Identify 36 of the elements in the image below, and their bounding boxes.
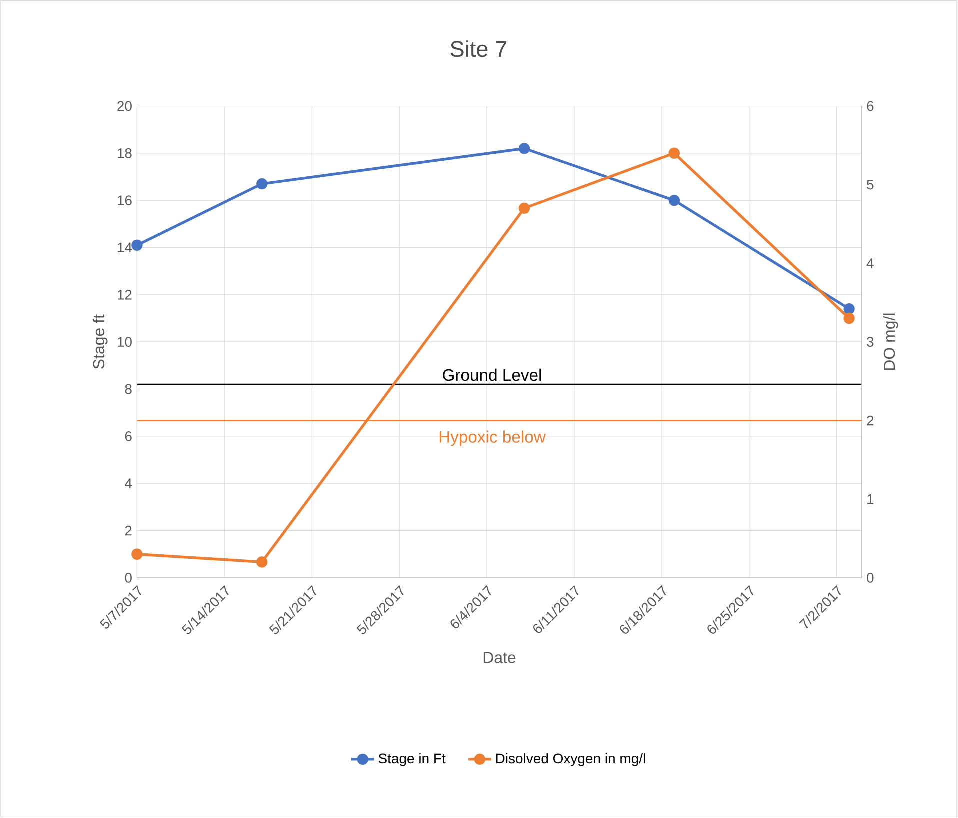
y2-tick-label: 0 [867, 572, 874, 583]
legend-label: Disolved Oxygen in mg/l [496, 753, 646, 766]
y-tick-label: 4 [125, 478, 132, 488]
point [256, 556, 268, 568]
y-tick-label: 0 [125, 572, 132, 583]
y-tick-label: 20 [118, 101, 132, 112]
y2-tick-label: 4 [866, 258, 874, 268]
chart-title: Site 7 [450, 40, 506, 58]
ref-line-label: Ground Level [443, 368, 542, 382]
y2-tick-label: 3 [867, 337, 874, 348]
x-axis-title: Date [484, 652, 516, 664]
point [518, 143, 530, 154]
point [668, 148, 680, 159]
y2-tick-label: 2 [867, 416, 874, 426]
y2-tick-label: 1 [868, 494, 874, 504]
y-tick-label: 12 [118, 290, 132, 300]
point [256, 178, 268, 190]
y-tick-label: 2 [125, 526, 132, 536]
y2-tick-label: 6 [867, 101, 874, 112]
y2-tick-label: 5 [867, 180, 874, 190]
y-axis-title: Stage ft [92, 314, 108, 369]
y-tick-label: 8 [125, 384, 132, 394]
y-tick-label: 18 [118, 148, 132, 158]
y-tick-label: 16 [118, 196, 132, 206]
y-tick-label: 14 [118, 242, 132, 253]
point [518, 202, 530, 214]
y-tick-label: 6 [125, 431, 132, 442]
legend-label: Stage in Ft [378, 753, 446, 766]
point [844, 312, 855, 324]
y-tick-label: 10 [118, 337, 132, 348]
point [132, 240, 143, 251]
point [132, 548, 143, 560]
point [668, 194, 680, 206]
ref-line-label: Hypoxic below [440, 430, 546, 446]
point [844, 303, 855, 315]
y2-axis-title: DO mg/l [883, 314, 898, 370]
